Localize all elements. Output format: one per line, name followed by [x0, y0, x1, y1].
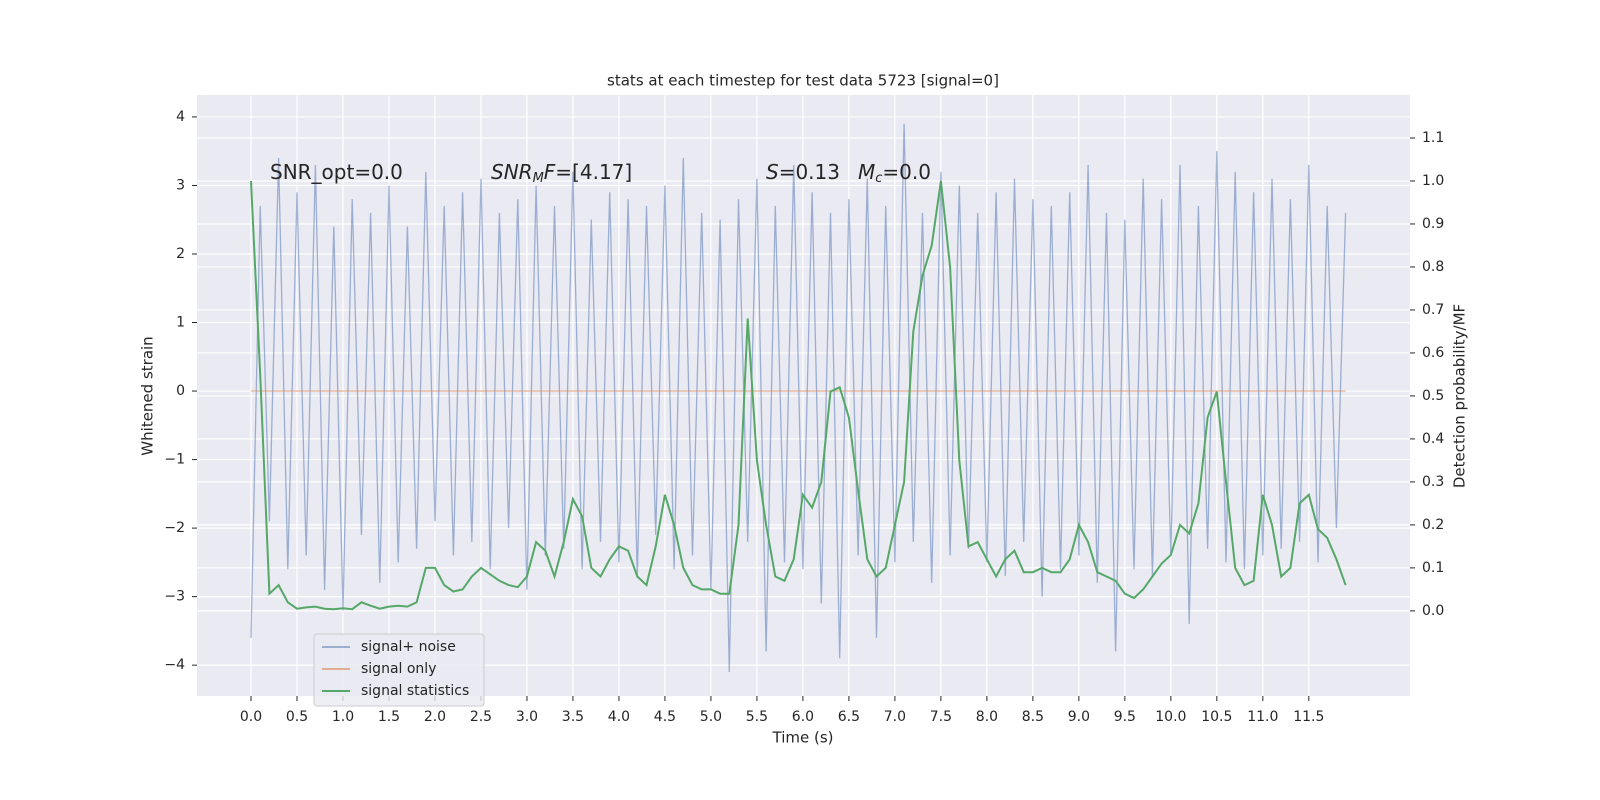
y2-tick-label: 1.1 — [1422, 130, 1444, 146]
x-tick-label: 5.0 — [700, 709, 722, 725]
annotation-part: SNR_opt=0.0 — [270, 160, 403, 184]
y2-tick-label: 0.5 — [1422, 388, 1444, 404]
y2-tick-label: 0.0 — [1422, 603, 1444, 619]
annotation: S=0.13 — [766, 160, 840, 184]
annotation-part: M — [533, 171, 544, 186]
x-tick-label: 0.5 — [286, 709, 308, 725]
x-tick-label: 1.5 — [378, 709, 400, 725]
x-tick-label: 9.5 — [1114, 709, 1136, 725]
y-tick-label: 0 — [176, 383, 185, 399]
y-tick-label: 4 — [176, 109, 185, 125]
annotation-part: S — [766, 160, 779, 184]
x-tick-label: 1.0 — [332, 709, 354, 725]
x-tick-label: 5.5 — [746, 709, 768, 725]
x-tick-label: 0.0 — [240, 709, 262, 725]
x-tick-label: 3.0 — [516, 709, 538, 725]
legend: signal+ noise signal only signal statistic… — [313, 633, 485, 707]
y-tick-label: 3 — [176, 177, 185, 193]
y-tick-label: −4 — [164, 657, 185, 673]
annotation-part: =[4.17] — [555, 160, 632, 184]
legend-label: signal+ noise — [361, 639, 456, 655]
annotation-part: =0.13 — [779, 160, 840, 184]
annotation-part: F — [544, 160, 556, 184]
x-tick-label: 2.0 — [424, 709, 446, 725]
annotation-part: M — [858, 160, 875, 184]
y2-tick-label: 0.1 — [1422, 560, 1444, 576]
y2-tick-label: 0.9 — [1422, 216, 1444, 232]
legend-label: signal only — [361, 661, 436, 677]
annotation: SNR_opt=0.0 — [270, 160, 403, 184]
x-tick-label: 8.0 — [976, 709, 998, 725]
annotation-part: =0.0 — [882, 160, 931, 184]
x-tick-label: 3.5 — [562, 709, 584, 725]
y2-tick-label: 0.4 — [1422, 431, 1444, 447]
x-tick-label: 6.5 — [838, 709, 860, 725]
y2-tick-label: 0.3 — [1422, 474, 1444, 490]
y-tick-label: 1 — [176, 315, 185, 331]
x-tick-label: 11.0 — [1247, 709, 1278, 725]
y-tick-label: −3 — [164, 589, 185, 605]
x-tick-label: 2.5 — [470, 709, 492, 725]
x-tick-label: 7.0 — [884, 709, 906, 725]
y2-axis-label: Detection probability/MF — [1451, 304, 1469, 488]
x-tick-label: 6.0 — [792, 709, 814, 725]
x-tick-label: 9.0 — [1068, 709, 1090, 725]
x-tick-label: 11.5 — [1293, 709, 1324, 725]
y2-tick-label: 0.7 — [1422, 302, 1444, 318]
x-tick-label: 4.5 — [654, 709, 676, 725]
x-tick-label: 4.0 — [608, 709, 630, 725]
chart-title: stats at each timestep for test data 572… — [607, 72, 999, 90]
legend-label: signal statistics — [361, 683, 469, 699]
x-tick-label: 10.5 — [1201, 709, 1232, 725]
y-tick-label: 2 — [176, 246, 185, 262]
series-line — [250, 123, 1347, 673]
y2-tick-label: 0.6 — [1422, 345, 1444, 361]
legend-box — [313, 633, 485, 707]
x-tick-label: 10.0 — [1155, 709, 1186, 725]
y-tick-label: −2 — [164, 520, 185, 536]
annotation-part: c — [875, 171, 882, 186]
x-tick-label: 8.5 — [1022, 709, 1044, 725]
annotation: SNRMF=[4.17] — [491, 160, 632, 186]
y2-tick-label: 0.2 — [1422, 517, 1444, 533]
x-tick-label: 7.5 — [930, 709, 952, 725]
y-tick-label: −1 — [164, 452, 185, 468]
y-axis-label: Whitened strain — [139, 336, 157, 455]
annotation: Mc=0.0 — [858, 160, 931, 186]
y2-tick-label: 0.8 — [1422, 259, 1444, 275]
y2-tick-label: 1.0 — [1422, 173, 1444, 189]
annotation-part: SNR — [491, 160, 533, 184]
x-axis-label: Time (s) — [772, 729, 834, 747]
series-line — [250, 180, 1347, 611]
